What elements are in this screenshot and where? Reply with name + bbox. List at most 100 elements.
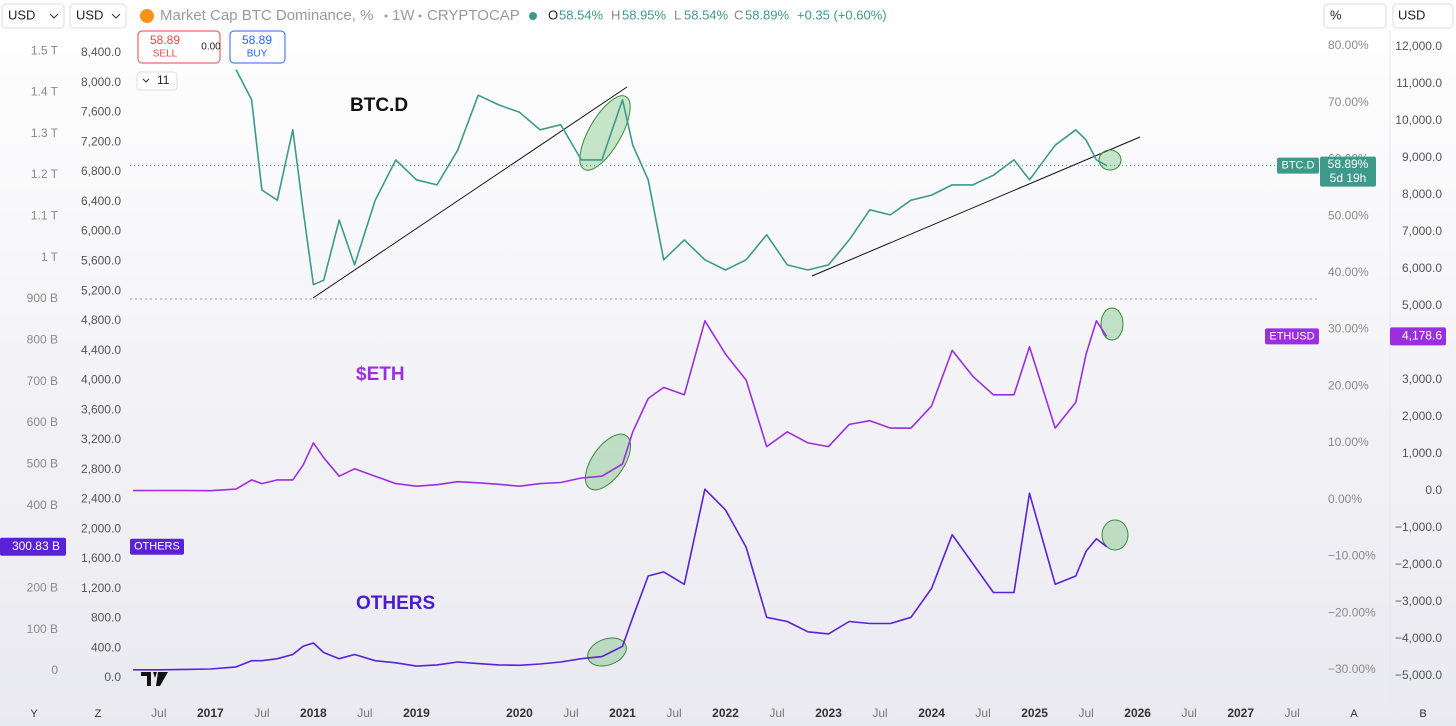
y-tick-label: 6,400.0 bbox=[81, 194, 121, 208]
y-tick-label: −20.00% bbox=[1328, 605, 1376, 619]
x-tick-label: Jul bbox=[769, 706, 784, 720]
ohlc-value: 58.54% bbox=[684, 7, 729, 22]
ohlc-label: L bbox=[674, 7, 681, 22]
highlight-ellipse[interactable] bbox=[1101, 519, 1129, 551]
sell-button[interactable] bbox=[137, 30, 221, 64]
y-tick-label: 50.00% bbox=[1328, 208, 1369, 222]
y-tick-label: −4,000.0 bbox=[1395, 631, 1442, 645]
ohlc-value: 58.95% bbox=[622, 7, 667, 22]
ohlc-label: H bbox=[611, 7, 620, 22]
highlight-ellipse[interactable] bbox=[1100, 307, 1124, 341]
x-tick-label: 2025 bbox=[1021, 706, 1048, 720]
y-tick-label: 1.3 T bbox=[31, 126, 59, 140]
y-tick-label: 0 bbox=[51, 663, 58, 677]
series-name-box bbox=[1277, 157, 1319, 174]
y-tick-label: 4,800.0 bbox=[81, 313, 121, 327]
ohlc-value: 58.89% bbox=[745, 7, 790, 22]
currency-select[interactable] bbox=[69, 3, 127, 29]
tv-logo bbox=[141, 672, 168, 686]
y-tick-label: 0.00% bbox=[1328, 492, 1362, 506]
ohlc-label: C bbox=[734, 7, 743, 22]
x-tick-label: 2024 bbox=[918, 706, 945, 720]
x-tick-label: Jul bbox=[1181, 706, 1196, 720]
sell-label: SELL bbox=[153, 49, 178, 60]
x-tick-label: 2023 bbox=[815, 706, 842, 720]
y-tick-label: −30.00% bbox=[1328, 662, 1376, 676]
y-tick-label: 800.0 bbox=[91, 611, 121, 625]
currency-select[interactable] bbox=[1392, 3, 1454, 29]
separator-dot bbox=[418, 14, 422, 18]
currency-select[interactable] bbox=[1, 3, 65, 29]
series-line bbox=[133, 320, 1108, 492]
y-tick-label: 30.00% bbox=[1328, 322, 1369, 336]
currency-text: USD bbox=[8, 7, 35, 22]
indicators-toggle[interactable] bbox=[136, 71, 178, 91]
highlight-ellipse[interactable] bbox=[1098, 149, 1122, 171]
y-tick-label: 10,000.0 bbox=[1395, 113, 1442, 127]
x-tick-label: Jul bbox=[357, 706, 372, 720]
y-tick-label: 1.5 T bbox=[31, 43, 59, 57]
annotation: $ETH bbox=[356, 364, 405, 385]
indicators-count: 11 bbox=[157, 73, 170, 87]
y-tick-label: 2,800.0 bbox=[81, 462, 121, 476]
highlight-ellipse[interactable] bbox=[584, 633, 630, 671]
y-tick-label: 2,000.0 bbox=[81, 521, 121, 535]
series-name-box bbox=[1265, 328, 1319, 345]
y-tick-label: 0.0 bbox=[1425, 483, 1442, 497]
ohlc-value: 58.54% bbox=[559, 7, 604, 22]
interval[interactable]: 1W bbox=[392, 7, 415, 24]
y-tick-label: 7,200.0 bbox=[81, 134, 121, 148]
y-tick-label: 7,600.0 bbox=[81, 105, 121, 119]
last-value-box bbox=[1390, 327, 1446, 346]
y-tick-label: 2,400.0 bbox=[81, 492, 121, 506]
y-tick-label: 3,600.0 bbox=[81, 402, 121, 416]
x-tick-label: 2027 bbox=[1227, 706, 1254, 720]
trend-line[interactable] bbox=[811, 136, 1141, 277]
x-tick-label: Jul bbox=[254, 706, 269, 720]
buy-label: BUY bbox=[247, 49, 268, 60]
x-tick-label: Jul bbox=[1078, 706, 1093, 720]
btc-icon bbox=[140, 9, 154, 23]
annotation: OTHERS bbox=[356, 593, 435, 614]
y-tick-label: 4,400.0 bbox=[81, 343, 121, 357]
buy-price: 58.89 bbox=[242, 33, 272, 47]
y-tick-label: 6,000.0 bbox=[1402, 261, 1442, 275]
y-tick-label: 12,000.0 bbox=[1395, 39, 1442, 53]
y-tick-label: 10.00% bbox=[1328, 435, 1369, 449]
x-tick-label: Jul bbox=[666, 706, 681, 720]
separator-dot bbox=[384, 14, 388, 18]
x-tick-label: Jul bbox=[563, 706, 578, 720]
y-tick-label: 11,000.0 bbox=[1396, 76, 1442, 90]
ohlc-label: O bbox=[548, 7, 558, 22]
y-tick-label: −2,000.0 bbox=[1395, 557, 1442, 571]
y-tick-label: 7,000.0 bbox=[1402, 224, 1442, 238]
buy-button[interactable] bbox=[229, 30, 286, 64]
series-name: OTHERS bbox=[134, 541, 180, 553]
chevron bbox=[111, 13, 121, 19]
x-tick-label: 2019 bbox=[403, 706, 430, 720]
y-tick-label: 2,000.0 bbox=[1402, 409, 1442, 423]
y-tick-label: 400 B bbox=[27, 498, 58, 512]
plot: Jul 2017 Jul 2018 Jul 2019 2020 Jul 2021 Jul 2022 J… bbox=[0, 38, 1446, 720]
last-value: 4,178.6 bbox=[1402, 329, 1442, 343]
y-tick-label: 800 B bbox=[27, 333, 58, 347]
y-tick-label: 700 B bbox=[27, 374, 58, 388]
y-tick-label: 6,000.0 bbox=[81, 224, 121, 238]
axis-button[interactable]: Y bbox=[30, 708, 38, 720]
y-tick-label: 400.0 bbox=[91, 640, 121, 654]
y-tick-label: 1 T bbox=[41, 250, 59, 264]
y-tick-label: 1.2 T bbox=[31, 167, 59, 181]
chevron bbox=[142, 78, 150, 83]
exchange: CRYPTOCAP bbox=[427, 7, 520, 24]
y-tick-label: 5,200.0 bbox=[81, 283, 121, 297]
series-name: ETHUSD bbox=[1269, 330, 1314, 342]
axis-button[interactable]: A bbox=[1350, 708, 1358, 720]
axis-button[interactable]: B bbox=[1419, 708, 1426, 720]
y-tick-label: 600 B bbox=[27, 415, 58, 429]
scale-select[interactable] bbox=[1323, 3, 1387, 29]
y-tick-label: 3,000.0 bbox=[1402, 372, 1442, 386]
symbol-title[interactable]: Market Cap BTC Dominance, % bbox=[160, 7, 373, 24]
trend-line[interactable] bbox=[312, 86, 628, 299]
axis-button[interactable]: Z bbox=[95, 708, 102, 720]
